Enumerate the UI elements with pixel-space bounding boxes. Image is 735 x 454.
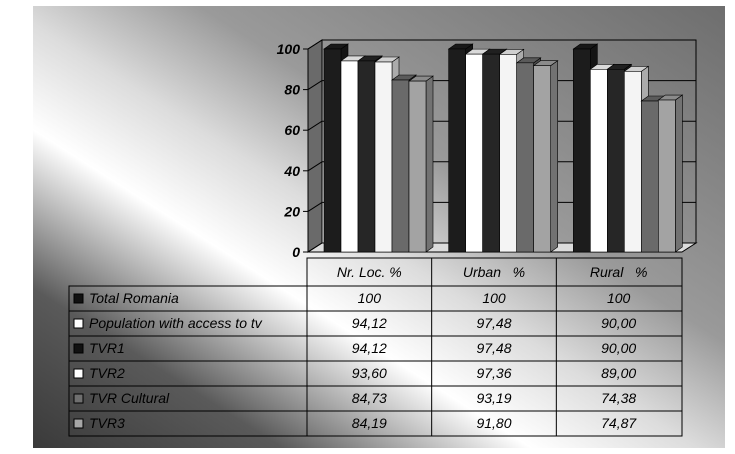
data-label: 100 [482, 290, 506, 306]
legend-entry: TVR2 [89, 365, 125, 381]
gridline-diag [307, 120, 323, 131]
y-tick-label: 60 [284, 122, 300, 138]
data-label: 100 [358, 290, 382, 306]
bar-side [425, 75, 434, 253]
legend-swatch [73, 393, 84, 404]
data-label: 90,00 [601, 340, 636, 356]
data-label: 97,48 [476, 315, 511, 331]
y-tick-label: 0 [292, 244, 300, 260]
y-axis-ticks: 0 20 40 60 80 100 [277, 41, 308, 260]
y-tick-label: 40 [283, 163, 300, 179]
bars [323, 43, 684, 253]
gridline-diag [307, 39, 323, 50]
gridline-diag [307, 161, 323, 172]
data-label: 84,73 [352, 390, 387, 406]
bar [482, 53, 500, 253]
data-label: 93,19 [476, 390, 511, 406]
bar [590, 69, 608, 253]
data-label: 100 [607, 290, 631, 306]
legend-entry: Total Romania [89, 290, 179, 306]
legend-entry: TVR1 [89, 340, 125, 356]
bar-side [550, 60, 558, 253]
legend-swatch [73, 368, 84, 379]
data-label: 84,19 [352, 415, 387, 431]
bar [374, 61, 393, 253]
data-label: 93,60 [352, 365, 387, 381]
legend-entry: Population with access to tv [89, 315, 263, 331]
category-label: Nr. Loc. % [337, 264, 402, 280]
bar [624, 71, 642, 253]
y-tick-label: 100 [277, 41, 301, 57]
data-label: 89,00 [601, 365, 636, 381]
bar [448, 48, 466, 253]
bar [340, 60, 359, 253]
legend-swatch [73, 293, 84, 304]
gridline-diag [307, 201, 323, 212]
legend-swatch [73, 418, 84, 429]
gridline-diag [307, 242, 323, 253]
bar [465, 53, 483, 253]
data-table: Nr. Loc. % Urban % Rural % Total Romania 100… [68, 257, 683, 437]
data-label: 94,12 [352, 315, 387, 331]
bar [641, 100, 659, 253]
legend-swatch [73, 318, 84, 329]
data-label: 74,87 [601, 415, 637, 431]
category-label: Rural % [590, 264, 648, 280]
left-wall [307, 39, 323, 253]
data-label: 97,36 [476, 365, 511, 381]
y-tick-label: 20 [283, 203, 300, 219]
gridline-diag [307, 80, 323, 91]
data-label: 90,00 [601, 315, 636, 331]
bar-side [675, 94, 683, 253]
bar [533, 65, 551, 253]
bar [323, 48, 342, 253]
bar [357, 60, 376, 253]
bar [607, 69, 625, 253]
data-label: 94,12 [352, 340, 387, 356]
legend-entry: TVR3 [89, 415, 125, 431]
bar [499, 54, 517, 253]
data-label: 74,38 [601, 390, 636, 406]
data-label: 97,48 [476, 340, 511, 356]
legend-swatch [73, 343, 84, 354]
bar [391, 79, 410, 253]
legend-entry: TVR Cultural [89, 390, 170, 406]
bar [573, 48, 591, 253]
bar [408, 80, 427, 253]
category-label: Urban % [463, 264, 525, 280]
bar [658, 99, 676, 253]
data-label: 91,80 [476, 415, 511, 431]
y-tick-label: 80 [284, 82, 300, 98]
bar [516, 62, 534, 253]
